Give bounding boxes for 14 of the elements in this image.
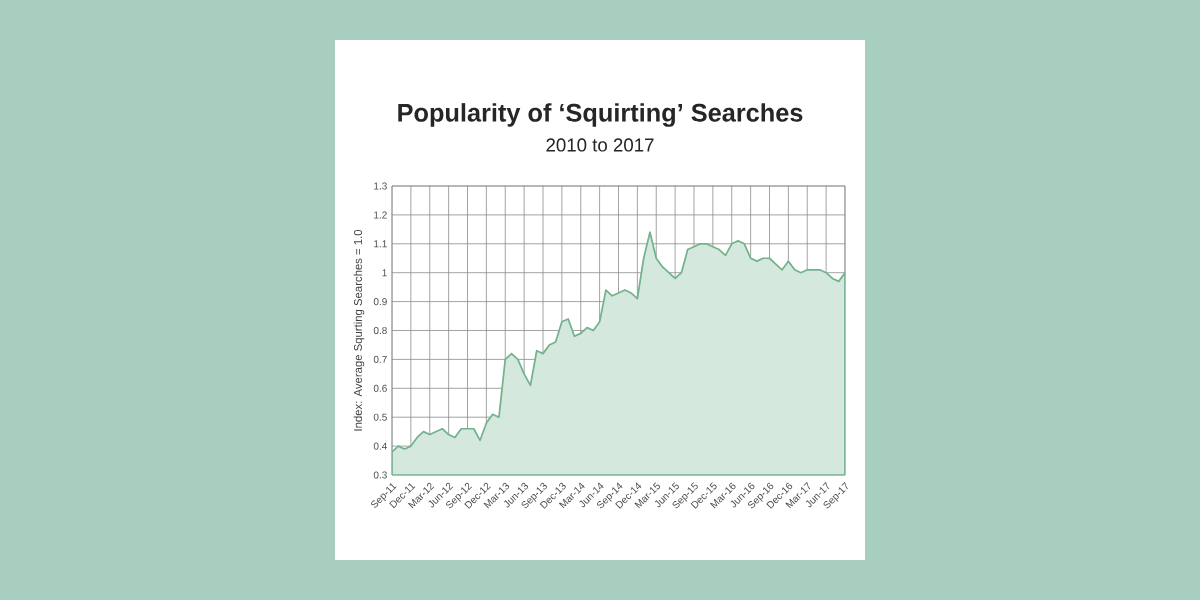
chart-title: Popularity of ‘Squirting’ Searches [398,103,803,127]
y-tick-label: 1.1 [374,240,387,248]
y-tick-label: 0.6 [373,384,387,392]
y-tick-label: 0.5 [373,413,387,421]
y-tick-label: 0.9 [373,298,387,306]
chart-subtitle: 2010 to 2017 [546,138,654,152]
y-axis-title: Index: Average Squrting Searches = 1.0 [353,229,365,431]
y-tick-label: 1.3 [374,182,387,190]
y-tick-label: 1.2 [374,211,387,219]
y-tick-label: 0.4 [373,442,387,450]
y-tick-label: 0.7 [373,355,387,363]
y-tick-label: 1 [382,269,387,277]
y-tick-label: 0.3 [373,471,387,479]
y-tick-label: 0.8 [373,326,387,335]
